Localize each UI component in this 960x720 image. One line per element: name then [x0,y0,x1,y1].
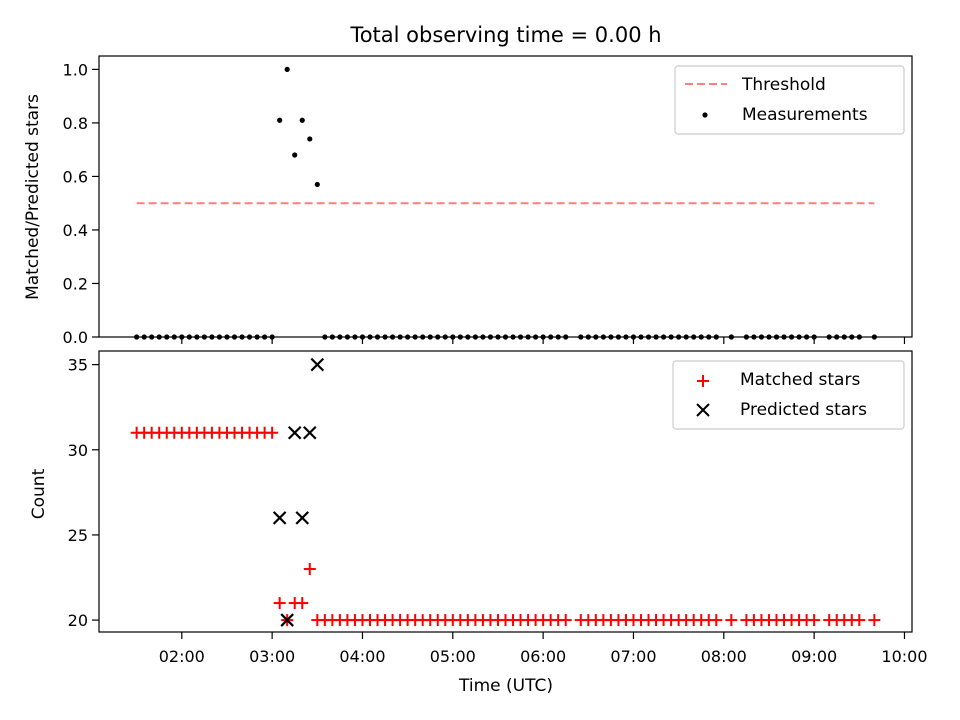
top-plot-frame [98,55,913,338]
x-tick-label: 10:00 [881,647,927,666]
measurement-point [307,136,313,142]
y-tick-label: 1.0 [63,60,88,79]
predicted-star-point [280,613,294,627]
x-tick-label: 04:00 [339,647,385,666]
matched-star-point [296,597,309,610]
y-tick-label: 25 [68,526,88,545]
x-tick-label: 05:00 [430,647,476,666]
bottom-y-axis-label: Count [29,468,49,519]
x-axis-label: Time (UTC) [458,676,553,696]
top-y-axis-label: Matched/Predicted stars [23,94,43,300]
legend-predicted-label: Predicted stars [740,400,867,420]
legend-matched-label: Matched stars [740,370,860,390]
y-tick-label: 0.0 [63,328,88,347]
bottom-legend-frame [672,360,905,430]
y-tick-label: 0.6 [63,167,88,186]
bottom-plot-frame [98,350,913,633]
x-tick-label: 03:00 [249,647,295,666]
matched-star-point [559,614,572,627]
top-x-ticks [181,337,906,344]
matched-star-point [808,614,821,627]
x-tick-label: 09:00 [791,647,837,666]
predicted-star-point [287,425,302,440]
bottom-y-ticks: 20 25 30 35 [68,356,99,630]
matched-star-point [725,614,738,627]
y-tick-label: 30 [68,441,88,460]
measurement-point [314,181,320,188]
predicted-star-point [302,425,317,440]
bottom-legend: Matched stars Predicted stars [672,360,905,430]
predicted-star-point [310,357,325,372]
matched-star-point [273,597,286,610]
measurement-point [292,152,298,158]
x-tick-label: 07:00 [610,647,656,666]
measurement-point [284,66,290,72]
legend-matched-swatch [697,375,709,387]
legend-measurements-label: Measurements [742,105,868,125]
predicted-star-point [272,511,287,525]
y-tick-label: 0.4 [63,221,88,240]
count-points [130,357,881,627]
y-tick-label: 0.2 [63,274,88,293]
x-tick-label: 02:00 [159,647,205,666]
top-legend-frame [674,65,905,135]
matched-star-point [710,614,723,627]
matched-star-point [853,614,866,627]
x-tick-label: 06:00 [520,647,566,666]
matched-star-point [266,426,279,439]
measurement-point [299,117,305,123]
bottom-x-ticks: 02:00 03:00 04:00 05:00 06:00 07:00 08:00 09:00… [159,632,928,666]
matched-star-point [303,562,316,575]
legend-measurements-swatch [702,112,708,118]
legend-threshold-label: Threshold [741,75,826,95]
panel-top: 0.0 0.2 0.4 0.6 0.8 1.0 Matched/Predicted sta… [23,55,913,347]
predicted-star-point [295,511,310,525]
y-tick-label: 20 [68,611,88,630]
measurement-point [277,117,283,123]
x-tick-label: 08:00 [701,647,747,666]
matched-star-point [868,614,881,627]
legend-predicted-swatch [696,403,710,417]
chart-title: Total observing time = 0.00 h [349,23,661,47]
top-legend: Threshold Measurements [674,65,905,135]
y-tick-label: 35 [68,356,88,375]
top-y-ticks: 0.0 0.2 0.4 0.6 0.8 1.0 [63,60,99,347]
y-tick-label: 0.8 [63,114,88,133]
